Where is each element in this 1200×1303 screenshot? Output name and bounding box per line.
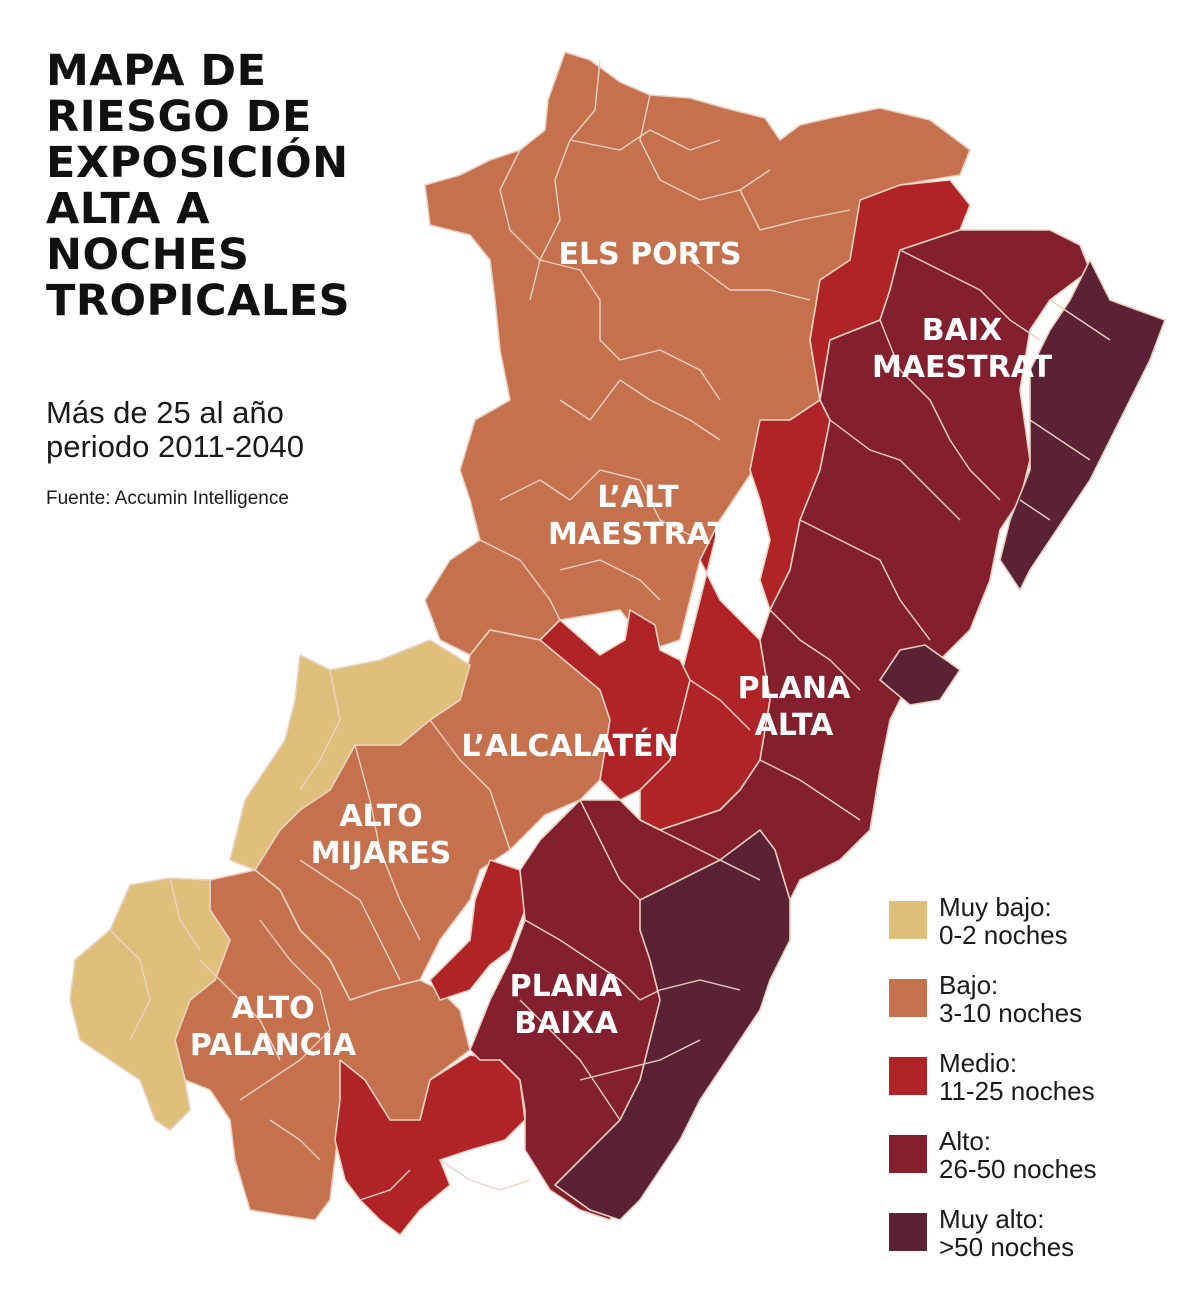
region-label-line: ALTO: [339, 799, 423, 834]
title-line: MAPA DE: [46, 46, 267, 96]
legend-category: Muy alto:: [939, 1204, 1045, 1234]
legend-range: 11-25 noches: [939, 1076, 1095, 1106]
legend-swatch: [889, 1213, 927, 1251]
risk-zones: [69, 51, 1166, 1236]
map-subtitle: Más de 25 al año periodo 2011-2040: [46, 396, 406, 464]
zone-muy-alto-small: [879, 644, 961, 706]
legend-item-bajo: Bajo: 3-10 noches: [889, 971, 1097, 1049]
region-label-line: PLANA: [509, 969, 623, 1004]
legend-range: 26-50 noches: [939, 1154, 1097, 1184]
legend-category: Medio:: [939, 1048, 1018, 1078]
zone-alto-coast: [469, 229, 1091, 1221]
zone-muy-alto-north: [999, 259, 1166, 591]
region-label-alt-maestrat: L’ALT MAESTRAT: [548, 479, 728, 553]
legend-item-muy-bajo: Muy bajo: 0-2 noches: [889, 893, 1097, 971]
region-label-els-ports: ELS PORTS: [559, 236, 742, 273]
region-label-line: MIJARES: [310, 836, 452, 871]
title-line: RIESGO DE: [46, 92, 312, 142]
legend-label: Muy bajo: 0-2 noches: [939, 893, 1068, 949]
legend-label: Alto: 26-50 noches: [939, 1127, 1097, 1183]
legend-category: Muy bajo:: [939, 892, 1052, 922]
legend: Muy bajo: 0-2 noches Bajo: 3-10 noches M…: [889, 893, 1097, 1283]
title-line: NOCHES: [46, 230, 250, 280]
zone-muy-bajo-north: [229, 639, 471, 871]
region-label-line: ALTA: [754, 708, 834, 743]
title-line: EXPOSICIÓN: [46, 138, 349, 188]
region-label-line: ALTO: [231, 991, 315, 1026]
legend-swatch: [889, 979, 927, 1017]
region-label-line: PALANCIA: [189, 1028, 357, 1063]
legend-item-medio: Medio: 11-25 noches: [889, 1049, 1097, 1127]
legend-label: Medio: 11-25 noches: [939, 1049, 1095, 1105]
legend-swatch: [889, 901, 927, 939]
subtitle-line: Más de 25 al año: [46, 395, 284, 430]
region-label-line: BAIX: [921, 313, 1003, 348]
region-label-baix-maestrat: BAIX MAESTRAT: [872, 312, 1052, 386]
title-line: TROPICALES: [46, 276, 351, 326]
subtitle-line: periodo 2011-2040: [46, 429, 304, 464]
legend-category: Bajo:: [939, 970, 999, 1000]
map-title: MAPA DE RIESGO DE EXPOSICIÓN ALTA A NOCH…: [46, 48, 406, 324]
source-note: Fuente: Accumin Intelligence: [46, 488, 289, 509]
region-label-plana-baixa: PLANA BAIXA: [510, 968, 623, 1042]
region-label-plana-alta: PLANA ALTA: [738, 670, 851, 744]
legend-label: Bajo: 3-10 noches: [939, 971, 1082, 1027]
zone-muy-bajo-south: [69, 877, 231, 1131]
region-label-alto-palancia: ALTO PALANCIA: [190, 990, 356, 1064]
legend-category: Alto:: [939, 1126, 992, 1156]
legend-label: Muy alto: >50 noches: [939, 1205, 1074, 1261]
region-label-line: PLANA: [737, 671, 851, 706]
legend-range: 0-2 noches: [939, 920, 1068, 950]
title-line: ALTA A: [46, 184, 211, 234]
legend-range: >50 noches: [939, 1232, 1075, 1262]
region-label-alto-mijares: ALTO MIJARES: [311, 798, 452, 872]
municipality-borders: [109, 59, 1111, 1201]
legend-item-muy-alto: Muy alto: >50 noches: [889, 1205, 1097, 1283]
zone-bajo-north: [424, 51, 971, 656]
region-label-line: L’ALT: [597, 480, 679, 515]
legend-swatch: [889, 1057, 927, 1095]
legend-item-alto: Alto: 26-50 noches: [889, 1127, 1097, 1205]
zone-medio-southwest: [334, 1054, 526, 1236]
region-label-line: MAESTRAT: [871, 350, 1053, 385]
legend-swatch: [889, 1135, 927, 1173]
region-label-line: MAESTRAT: [547, 517, 729, 552]
region-label-line: ELS PORTS: [558, 237, 742, 272]
region-label-alcalaten: L’ALCALATÉN: [461, 728, 678, 765]
zone-muy-alto-south: [554, 829, 791, 1221]
region-label-line: BAIXA: [514, 1006, 618, 1041]
legend-range: 3-10 noches: [939, 998, 1083, 1028]
region-label-line: L’ALCALATÉN: [461, 729, 679, 764]
